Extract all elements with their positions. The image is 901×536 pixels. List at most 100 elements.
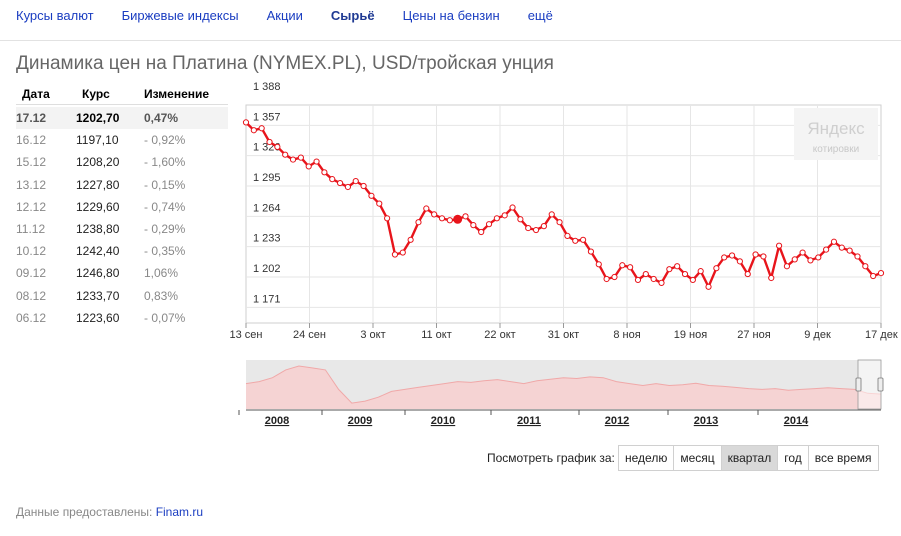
- nav-item-commodities[interactable]: Сырьё: [330, 8, 375, 23]
- data-point[interactable]: [728, 252, 736, 259]
- data-point[interactable]: [650, 275, 657, 283]
- data-point[interactable]: [775, 242, 783, 249]
- nav-item-currency[interactable]: Курсы валют: [16, 8, 94, 23]
- data-point[interactable]: [823, 246, 830, 253]
- data-point[interactable]: [744, 270, 751, 278]
- data-point[interactable]: [509, 204, 516, 211]
- data-point[interactable]: [760, 253, 767, 260]
- data-point[interactable]: [266, 138, 273, 146]
- period-all-button[interactable]: все время: [808, 446, 878, 470]
- data-point[interactable]: [438, 215, 446, 222]
- data-point[interactable]: [862, 263, 869, 270]
- data-point[interactable]: [603, 275, 610, 283]
- data-point[interactable]: [453, 214, 463, 224]
- nav-item-more[interactable]: ещё: [527, 8, 553, 23]
- data-point[interactable]: [713, 265, 720, 272]
- data-point[interactable]: [595, 261, 602, 268]
- data-point[interactable]: [846, 247, 853, 254]
- data-point[interactable]: [838, 244, 845, 251]
- overview-handle-left[interactable]: [855, 377, 862, 392]
- source-link[interactable]: Finam.ru: [155, 505, 204, 519]
- data-point[interactable]: [556, 219, 563, 226]
- overview-year-link[interactable]: 2008: [265, 415, 289, 427]
- overview-handle-right[interactable]: [877, 377, 884, 392]
- data-point[interactable]: [274, 143, 281, 150]
- data-point[interactable]: [736, 258, 743, 265]
- data-point[interactable]: [634, 276, 642, 284]
- data-point[interactable]: [705, 283, 712, 290]
- data-point[interactable]: [532, 226, 540, 234]
- nav-item-fuel[interactable]: Цены на бензин: [402, 8, 500, 23]
- data-point[interactable]: [384, 215, 391, 222]
- overview-year-link[interactable]: 2010: [431, 415, 455, 427]
- data-point[interactable]: [336, 179, 344, 187]
- data-point[interactable]: [540, 223, 548, 230]
- data-point[interactable]: [493, 215, 500, 222]
- data-point[interactable]: [587, 248, 595, 255]
- data-point[interactable]: [642, 270, 649, 278]
- data-point[interactable]: [666, 266, 673, 273]
- data-point[interactable]: [305, 163, 312, 170]
- data-point[interactable]: [658, 279, 665, 286]
- data-point[interactable]: [391, 251, 399, 258]
- data-point[interactable]: [548, 211, 555, 218]
- data-point[interactable]: [501, 212, 508, 219]
- data-point[interactable]: [368, 192, 375, 199]
- data-point[interactable]: [250, 127, 257, 134]
- data-point[interactable]: [697, 268, 704, 275]
- data-point[interactable]: [313, 158, 320, 165]
- data-point[interactable]: [627, 264, 634, 271]
- data-point[interactable]: [242, 119, 250, 126]
- overview-year-link[interactable]: 2012: [605, 415, 629, 427]
- data-point[interactable]: [830, 238, 838, 245]
- period-week-button[interactable]: неделю: [619, 446, 675, 470]
- data-point[interactable]: [478, 228, 485, 236]
- data-point[interactable]: [462, 213, 469, 220]
- nav-item-stocks[interactable]: Акции: [266, 8, 303, 23]
- data-point[interactable]: [329, 176, 336, 183]
- data-point[interactable]: [423, 205, 430, 212]
- data-point[interactable]: [783, 263, 791, 270]
- data-point[interactable]: [791, 256, 798, 263]
- overview-selection[interactable]: [857, 359, 882, 410]
- data-point[interactable]: [815, 254, 822, 261]
- data-point[interactable]: [674, 263, 681, 270]
- data-point[interactable]: [360, 182, 367, 190]
- data-point[interactable]: [870, 272, 877, 280]
- data-point[interactable]: [564, 232, 571, 240]
- data-point[interactable]: [415, 219, 422, 226]
- period-month-button[interactable]: месяц: [674, 446, 722, 470]
- data-point[interactable]: [289, 156, 297, 163]
- data-point[interactable]: [854, 253, 861, 260]
- data-point[interactable]: [752, 251, 759, 258]
- data-point[interactable]: [807, 257, 814, 264]
- data-point[interactable]: [352, 178, 359, 185]
- nav-item-indices[interactable]: Биржевые индексы: [121, 8, 239, 23]
- data-point[interactable]: [572, 237, 579, 244]
- data-point[interactable]: [721, 254, 728, 261]
- data-point[interactable]: [611, 273, 618, 281]
- data-point[interactable]: [407, 236, 414, 243]
- data-point[interactable]: [446, 217, 453, 224]
- data-point[interactable]: [768, 274, 775, 282]
- data-point[interactable]: [619, 262, 626, 269]
- data-point[interactable]: [258, 125, 265, 132]
- data-point[interactable]: [799, 249, 806, 256]
- data-point[interactable]: [517, 216, 524, 223]
- data-point[interactable]: [399, 249, 406, 256]
- data-point[interactable]: [689, 276, 696, 284]
- overview-year-link[interactable]: 2009: [348, 415, 372, 427]
- data-point[interactable]: [681, 270, 689, 278]
- data-point[interactable]: [877, 269, 885, 277]
- data-point[interactable]: [485, 221, 493, 228]
- data-point[interactable]: [344, 183, 352, 191]
- data-point[interactable]: [431, 211, 438, 218]
- data-point[interactable]: [376, 200, 383, 207]
- overview-year-link[interactable]: 2011: [517, 415, 541, 427]
- period-quarter-button[interactable]: квартал: [721, 446, 779, 470]
- data-point[interactable]: [321, 169, 328, 176]
- data-point[interactable]: [579, 236, 587, 243]
- data-point[interactable]: [525, 224, 532, 232]
- data-point[interactable]: [282, 151, 289, 158]
- overview-year-link[interactable]: 2013: [694, 415, 718, 427]
